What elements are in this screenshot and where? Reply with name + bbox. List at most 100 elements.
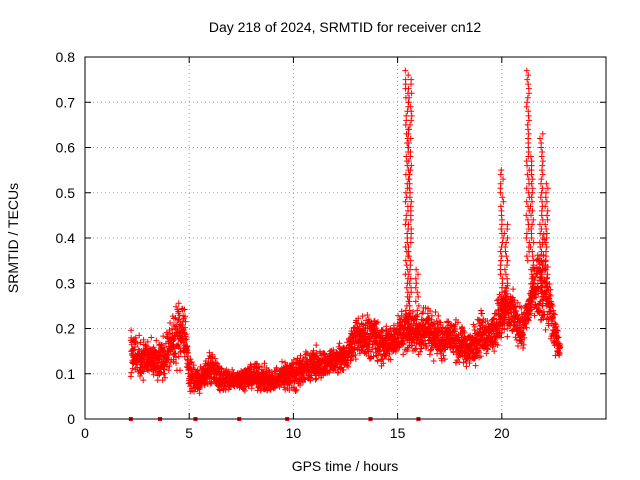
data-point (408, 108, 414, 114)
x-tick-label: 10 (286, 425, 302, 441)
data-point (540, 131, 546, 137)
data-point (408, 117, 414, 123)
data-point (140, 377, 146, 383)
data-point (543, 226, 549, 232)
data-point (539, 163, 545, 169)
data-point (503, 271, 509, 277)
data-point (408, 199, 414, 205)
x-tick-label: 5 (185, 425, 193, 441)
data-point (498, 226, 504, 232)
data-point (524, 77, 530, 83)
data-point (504, 276, 510, 282)
data-point (413, 285, 419, 291)
data-point (498, 167, 504, 173)
axis-ticks: 0 5 10 15 20 0 0.1 0.2 0.3 0.4 0.5 0.6 0.7 0.8 (56, 49, 606, 441)
data-point (408, 203, 414, 209)
data-point (544, 230, 550, 236)
data-point (498, 258, 504, 264)
data-point (530, 176, 536, 182)
data-point (544, 244, 550, 250)
data-point (540, 185, 546, 191)
data-point (505, 235, 511, 241)
data-point (543, 181, 549, 187)
data-point (539, 149, 545, 155)
data-point (525, 72, 531, 78)
data-point (279, 359, 285, 365)
data-point (473, 363, 479, 369)
data-point (176, 300, 182, 306)
y-tick-label: 0.6 (56, 140, 76, 156)
data-point (479, 310, 485, 316)
y-tick-label: 0.5 (56, 185, 76, 201)
data-point (409, 113, 415, 119)
data-point (503, 240, 509, 246)
data-point (407, 172, 413, 178)
data-point (524, 99, 530, 105)
y-tick-label: 0 (67, 411, 75, 427)
data-point (403, 113, 409, 119)
data-point (538, 140, 544, 146)
data-point (410, 309, 416, 315)
data-point (177, 367, 183, 373)
y-tick-label: 0.8 (56, 49, 76, 65)
data-point (153, 338, 159, 344)
data-point (435, 313, 441, 319)
data-point (537, 135, 543, 141)
data-point (540, 158, 546, 164)
y-axis-label: SRMTID / TECUs (5, 183, 21, 293)
data-point (408, 77, 414, 83)
x-tick-label: 0 (81, 425, 89, 441)
data-point (524, 68, 530, 74)
data-point (526, 86, 532, 92)
data-point (525, 108, 531, 114)
data-point (529, 221, 535, 227)
x-tick-label: 15 (390, 425, 406, 441)
data-point (505, 258, 511, 264)
data-point (541, 231, 547, 237)
data-point (510, 286, 516, 292)
data-point (525, 258, 531, 264)
data-point (504, 334, 510, 340)
data-point (540, 172, 546, 178)
data-point (525, 135, 531, 141)
y-tick-label: 0.3 (56, 275, 76, 291)
data-point (148, 334, 154, 340)
data-point (525, 122, 531, 128)
data-point (313, 342, 319, 348)
data-point (539, 208, 545, 214)
data-point (503, 253, 509, 259)
x-tick-label: 20 (494, 425, 510, 441)
data-point (364, 312, 370, 318)
x-axis-label: GPS time / hours (292, 458, 399, 474)
data-point (408, 258, 414, 264)
data-point (526, 131, 532, 137)
y-tick-label: 0.4 (56, 230, 76, 246)
data-point (442, 356, 448, 362)
srmtid-scatter-chart: 0 5 10 15 20 0 0.1 0.2 0.3 0.4 0.5 0.6 0.7 0.8 Day 21… (0, 0, 640, 480)
y-tick-label: 0.1 (56, 366, 76, 382)
data-point (537, 230, 543, 236)
data-point (505, 221, 511, 227)
data-point (128, 370, 134, 376)
data-point (402, 68, 408, 74)
data-point (427, 351, 433, 357)
data-point (529, 158, 535, 164)
data-point (543, 327, 549, 333)
data-point (498, 208, 504, 214)
data-point (525, 81, 531, 87)
data-point (419, 317, 425, 323)
data-point (524, 199, 530, 205)
data-point (537, 221, 543, 227)
data-point (337, 340, 343, 346)
chart-title: Day 218 of 2024, SRMTID for receiver cn1… (209, 19, 482, 35)
data-point (502, 244, 508, 250)
data-point (414, 289, 420, 295)
data-point (431, 358, 437, 364)
data-point (408, 226, 414, 232)
data-point (313, 377, 319, 383)
data-point (525, 95, 531, 101)
data-points (128, 68, 563, 397)
y-tick-label: 0.7 (56, 94, 76, 110)
y-tick-label: 0.2 (56, 321, 76, 337)
data-point (544, 212, 550, 218)
